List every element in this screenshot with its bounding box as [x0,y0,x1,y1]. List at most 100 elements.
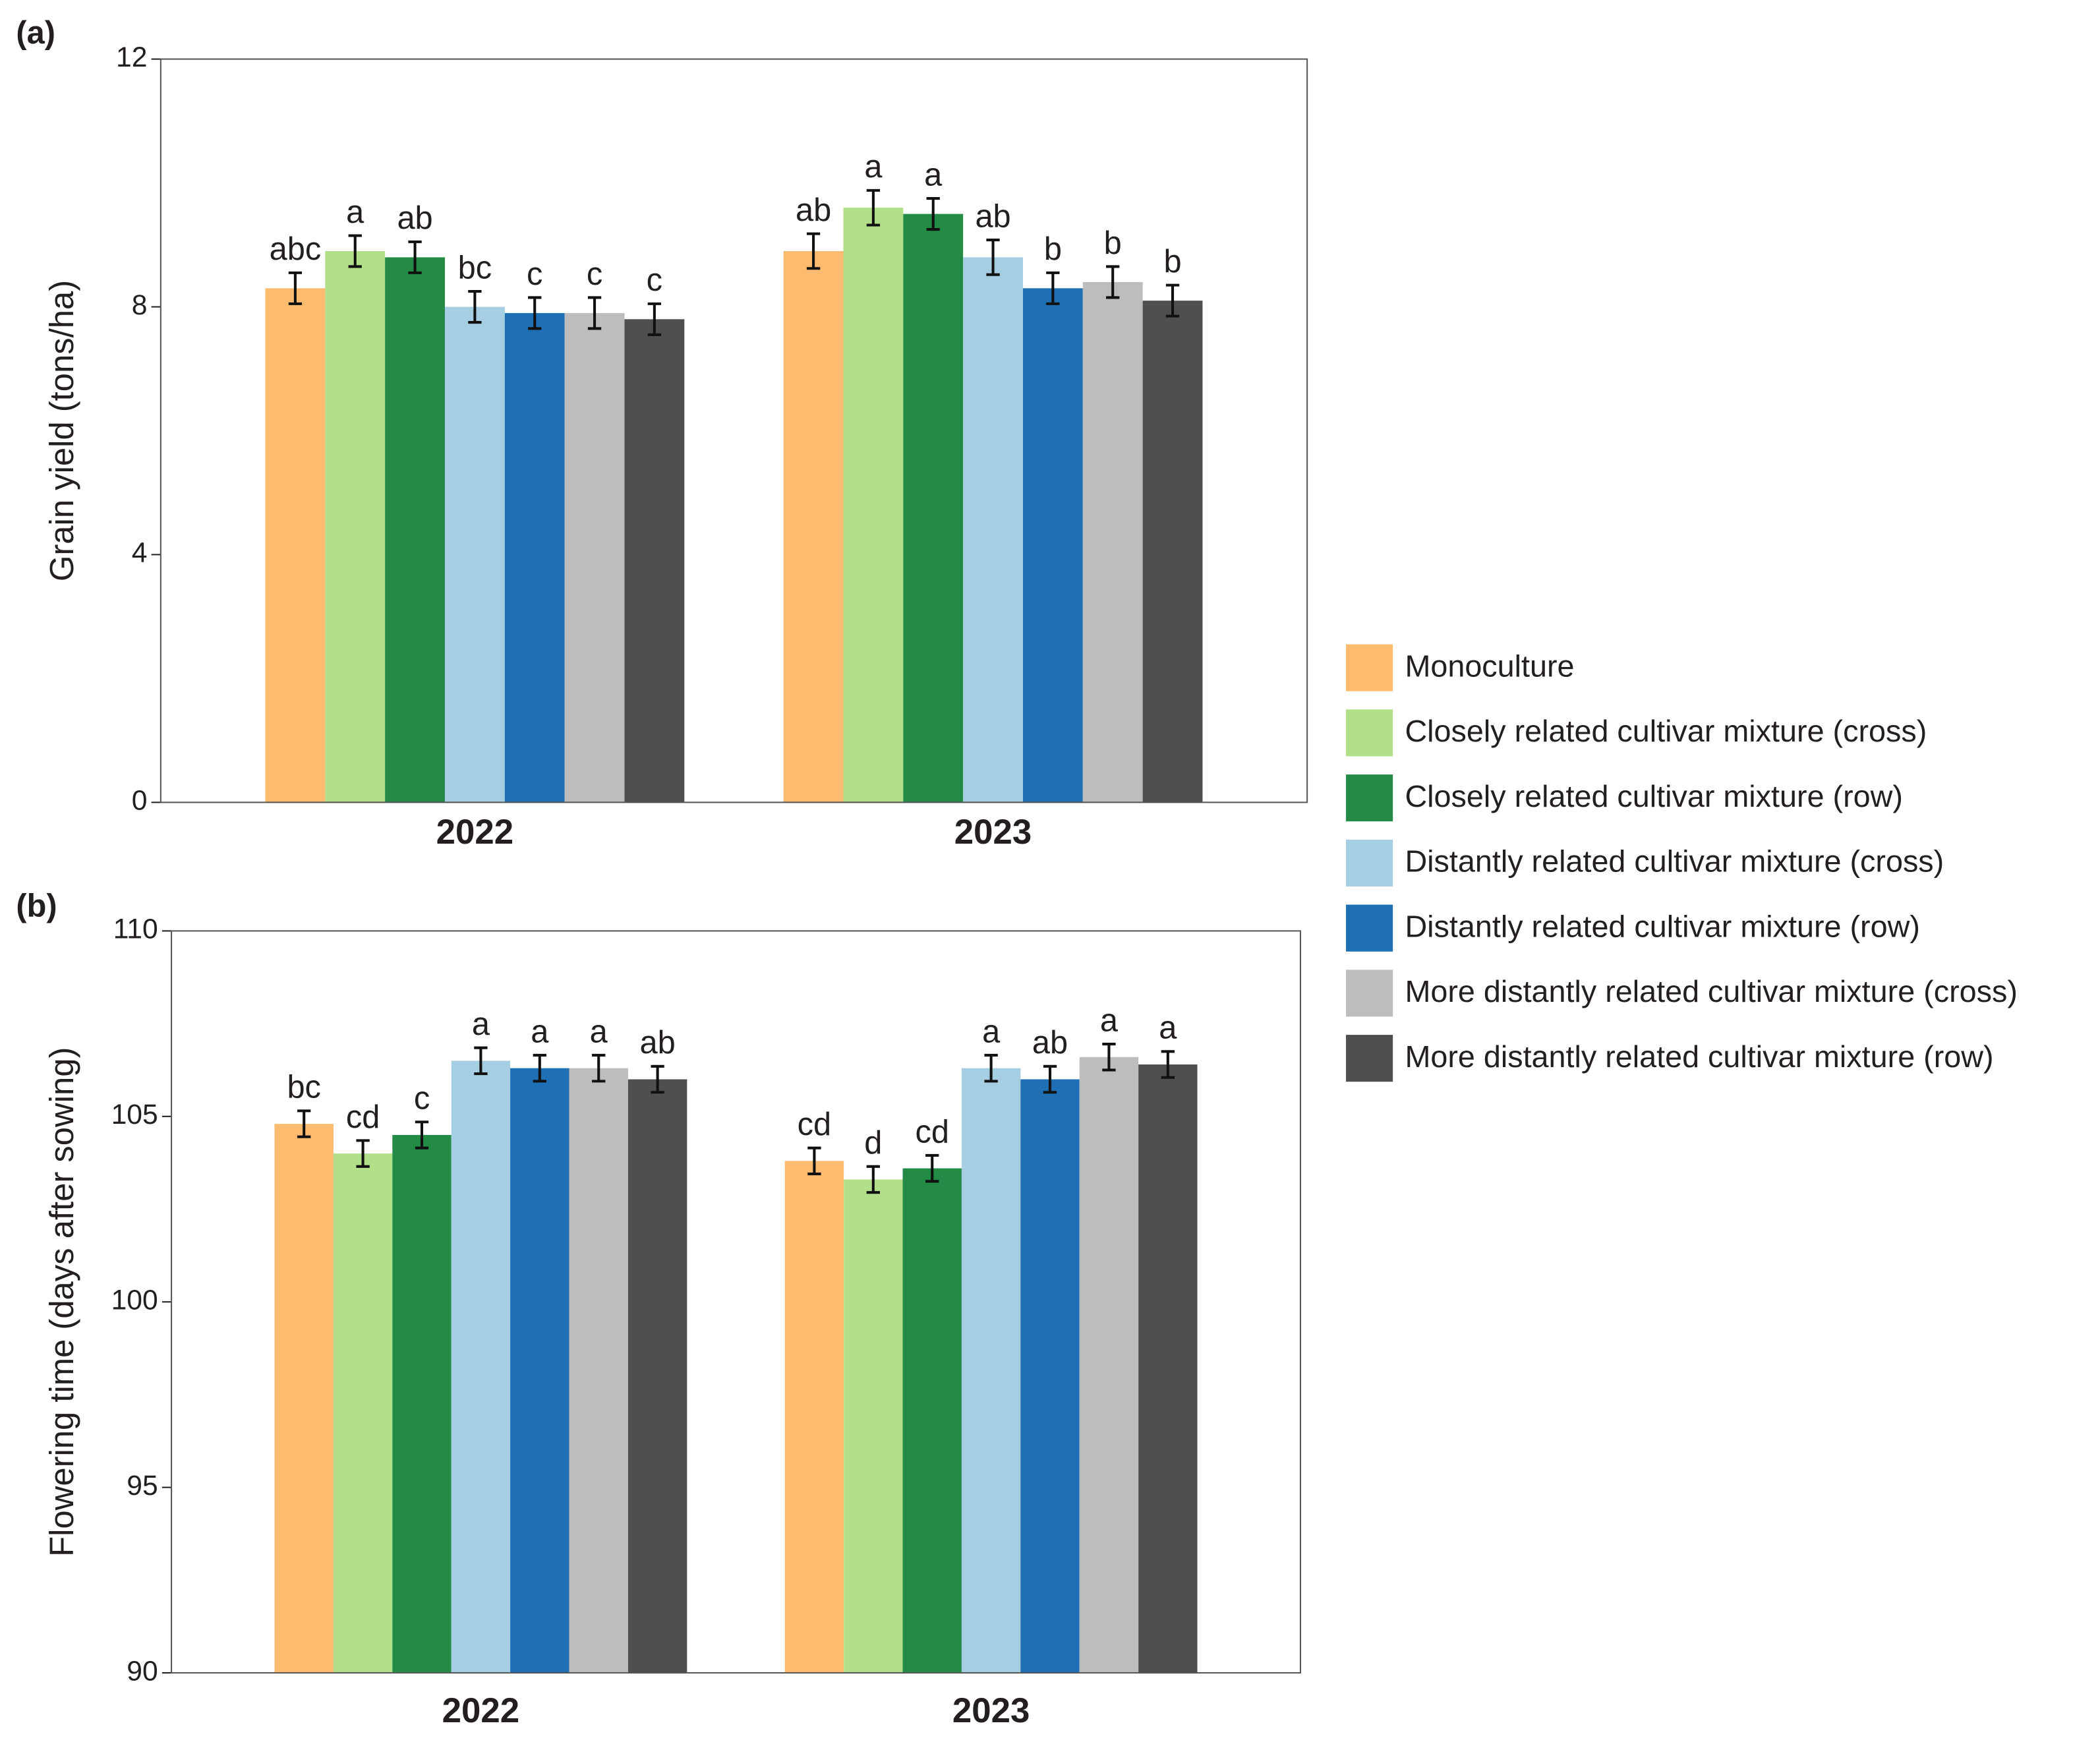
bar [510,1068,569,1673]
y-tick-label: 8 [132,289,148,321]
bar [1082,281,1143,803]
error-bar [348,234,362,268]
y-axis-label: Flowering time (days after sowing) [43,1047,80,1557]
error-bar [651,1064,664,1094]
significance-letter: ab [796,192,831,228]
legend-swatch [1346,774,1393,822]
error-bar [926,197,940,231]
bar [504,312,565,803]
bar [1138,1064,1198,1673]
bar [274,1124,334,1673]
legend-label: Closely related cultivar mixture (cross) [1405,714,1927,748]
error-bar [408,240,422,274]
error-bar [807,1146,821,1176]
significance-letter: bc [287,1070,321,1105]
error-bar [592,1053,606,1083]
significance-letter: c [587,256,602,292]
legend-swatch [1346,904,1393,952]
panel-label: (a) [16,15,55,51]
y-tick-label: 90 [127,1655,158,1687]
legend-label: Monoculture [1405,649,1574,683]
legend-swatch [1346,839,1393,887]
bar [903,214,964,803]
significance-letter: a [864,149,883,185]
bar [784,1161,844,1673]
y-tick-label: 4 [132,537,148,569]
significance-letter: bc [458,250,492,285]
bar [843,208,904,803]
error-bar [528,296,542,330]
significance-letter: a [472,1006,490,1042]
bar [963,257,1023,803]
error-bar [587,296,602,330]
error-bar [1106,265,1120,299]
error-bar [986,239,1000,276]
bar [783,250,844,803]
bar [961,1068,1021,1673]
bar [325,250,386,803]
significance-letter: a [1100,1003,1119,1038]
error-bar [1043,1064,1057,1094]
significance-letter: a [531,1014,549,1049]
plot-frame [160,58,1308,803]
x-tick-label: 2022 [442,1691,520,1730]
bar [624,319,685,803]
legend-label: Distantly related cultivar mixture (row) [1405,909,1919,943]
significance-letter: a [590,1014,608,1049]
significance-letter: ab [1032,1025,1068,1061]
bar [385,257,445,803]
bar [1142,301,1203,803]
bar [451,1061,511,1673]
bar [1079,1057,1139,1673]
error-bar [288,271,303,305]
bar [1020,1079,1080,1673]
error-bar [533,1053,546,1083]
significance-letter: ab [975,198,1010,234]
error-bar [468,290,482,324]
y-tick-label: 110 [113,914,158,945]
error-bar [297,1109,311,1138]
legend-swatch [1346,709,1393,757]
error-bar [1165,283,1180,318]
legend-label: More distantly related cultivar mixture … [1405,1039,1993,1074]
error-bar [1161,1050,1175,1079]
y-tick-label: 105 [111,1099,158,1130]
significance-letter: ab [640,1025,676,1061]
error-bar [647,302,662,336]
error-bar [984,1053,998,1083]
significance-letter: cd [915,1114,949,1149]
significance-letter: a [924,157,943,192]
legend-label: Closely related cultivar mixture (row) [1405,779,1902,813]
significance-letter: a [1159,1010,1177,1046]
y-tick-label: 95 [127,1470,158,1501]
significance-letter: d [864,1125,882,1161]
x-tick-label: 2023 [952,1691,1030,1730]
significance-letter: c [647,262,662,298]
error-bar [474,1046,488,1076]
y-axis-label: Grain yield (tons/ha) [43,280,80,581]
panel-label: (b) [16,888,57,924]
bar [569,1068,628,1673]
legend-label: Distantly related cultivar mixture (cros… [1405,844,1944,879]
legend-swatch [1346,644,1393,691]
significance-letter: b [1044,231,1062,267]
bar [1022,288,1083,803]
legend-swatch [1346,1035,1393,1082]
error-bar [806,232,821,270]
significance-letter: ab [397,200,432,236]
bar [844,1179,903,1673]
legend-label: More distantly related cultivar mixture … [1405,974,2017,1008]
bar [265,288,326,803]
significance-letter: cd [346,1099,380,1135]
error-bar [1046,271,1060,305]
significance-letter: c [414,1081,430,1117]
significance-letter: c [527,256,542,292]
significance-letter: cd [798,1107,832,1142]
significance-letter: b [1163,244,1181,279]
bar [392,1134,452,1673]
significance-letter: abc [270,231,322,267]
bar [444,306,505,803]
significance-letter: a [982,1014,1001,1049]
error-bar [415,1120,429,1149]
